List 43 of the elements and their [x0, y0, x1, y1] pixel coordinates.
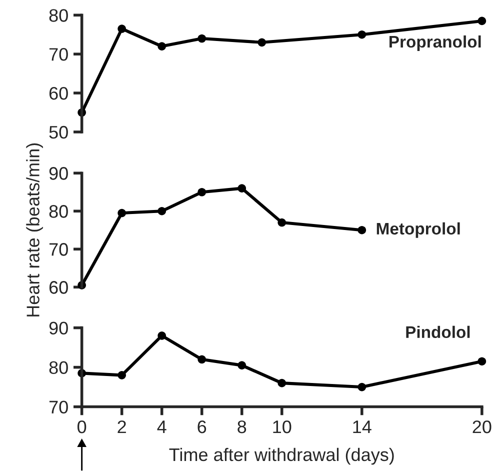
- point: [158, 42, 166, 50]
- y-axis-title: Heart rate (beats/min): [26, 143, 43, 316]
- x-tick-label: 6: [198, 420, 206, 434]
- point: [198, 355, 206, 364]
- y-tick-label: 80: [49, 205, 68, 218]
- y-tick-label: 60: [49, 86, 68, 100]
- y-tick-label: 70: [49, 48, 68, 61]
- x-tick-label: 14: [353, 420, 372, 434]
- x-axis-title: Time after withdrawal (days): [169, 448, 394, 465]
- x-tick-label: 20: [472, 420, 492, 434]
- point: [478, 16, 486, 26]
- series-label: Metoprolol: [376, 222, 460, 238]
- series-label: Pindolol: [406, 326, 470, 338]
- x-tick-label: 2: [118, 420, 126, 434]
- x-tick-label: 10: [273, 420, 292, 434]
- point: [258, 38, 266, 47]
- point: [358, 382, 366, 392]
- point: [278, 218, 286, 227]
- point: [478, 357, 486, 366]
- point: [118, 24, 126, 33]
- point: [278, 378, 286, 388]
- y-tick-label: 60: [49, 281, 68, 294]
- point: [358, 226, 366, 234]
- point: [238, 184, 246, 192]
- y-tick-label: 70: [49, 400, 68, 414]
- point: [118, 371, 126, 380]
- y-tick-label: 80: [49, 361, 68, 374]
- x-tick-label: 0: [78, 420, 86, 434]
- y-tick-label: 90: [49, 167, 68, 180]
- point: [198, 34, 206, 43]
- x-tick-label: 4: [157, 420, 166, 434]
- point: [158, 206, 166, 216]
- point: [158, 332, 166, 340]
- x-tick-label: 8: [238, 420, 246, 434]
- y-tick-label: 80: [49, 9, 68, 22]
- y-tick-label: 90: [49, 322, 68, 335]
- y-tick-label: 70: [49, 243, 68, 256]
- point: [118, 208, 126, 218]
- y-tick-label: 50: [49, 126, 68, 139]
- series-label: Propranolol: [390, 35, 481, 51]
- point: [358, 30, 366, 39]
- point: [238, 361, 246, 370]
- point: [198, 188, 206, 196]
